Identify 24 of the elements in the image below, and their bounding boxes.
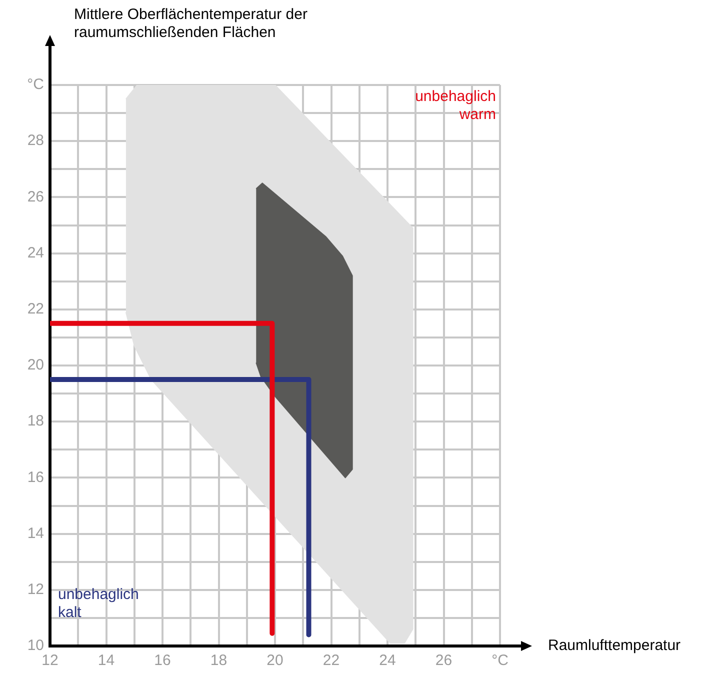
y-tick-label: 20 bbox=[27, 356, 44, 374]
x-tick-label: 12 bbox=[42, 652, 58, 670]
y-tick-label: 10 bbox=[27, 637, 44, 654]
y-tick-label: °C bbox=[27, 76, 44, 94]
x-tick-label: 24 bbox=[379, 652, 396, 670]
y-tick-label: 16 bbox=[27, 468, 44, 486]
annotation: unbehaglich kalt bbox=[58, 586, 140, 622]
y-tick-label: 22 bbox=[27, 300, 44, 318]
y-tick-label: 18 bbox=[27, 412, 44, 430]
y-axis-title: Mittlere Oberflächentemperatur der raumumschließenden Flächen bbox=[74, 6, 308, 42]
y-tick-label: 12 bbox=[27, 581, 44, 598]
x-tick-label: 20 bbox=[266, 652, 284, 670]
y-tick-label: 28 bbox=[27, 132, 44, 150]
y-tick-label: 24 bbox=[27, 244, 44, 262]
x-tick-label: 22 bbox=[322, 652, 340, 670]
y-tick-label: 14 bbox=[27, 524, 44, 542]
x-tick-label: 26 bbox=[435, 652, 452, 670]
x-axis-title: Raumlufttemperatur bbox=[548, 637, 681, 655]
x-tick-label: 14 bbox=[98, 652, 115, 670]
x-tick-label: 18 bbox=[210, 652, 228, 670]
annotation: unbehaglich warm bbox=[414, 88, 496, 124]
y-tick-label: 26 bbox=[27, 188, 44, 206]
x-tick-label: 16 bbox=[154, 652, 171, 670]
x-tick-label: °C bbox=[492, 652, 509, 670]
